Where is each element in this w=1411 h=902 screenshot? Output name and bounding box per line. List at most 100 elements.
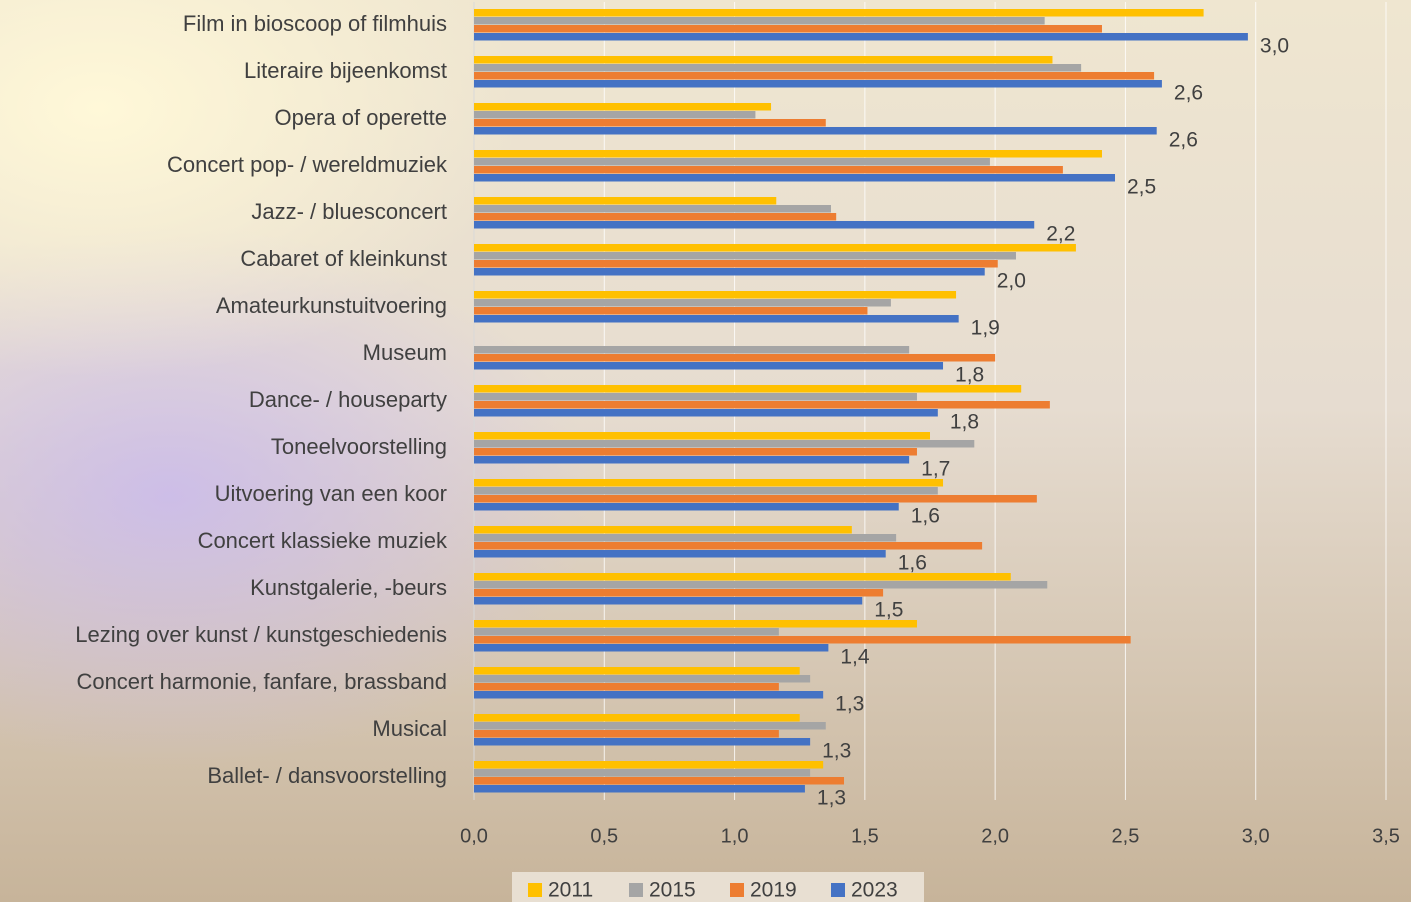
bar <box>474 385 1021 393</box>
legend-swatch <box>730 883 744 897</box>
x-tick-label: 0,0 <box>460 825 488 847</box>
chart: 0,0 0,5 1,0 1,5 2,0 2,5 3,0 3,5 Film in bioscoop… <box>0 0 1411 902</box>
bar <box>474 714 800 722</box>
bar <box>474 174 1115 182</box>
legend-label: 2011 <box>548 879 593 902</box>
bar <box>474 636 1131 644</box>
bar <box>474 683 779 691</box>
legend-label: 2019 <box>750 879 797 902</box>
bar <box>474 158 990 166</box>
bar <box>474 597 862 605</box>
bar <box>474 362 943 370</box>
data-label: 2,2 <box>1046 223 1075 246</box>
bar <box>474 581 1047 589</box>
y-tick-label: Kunstgalerie, -beurs <box>250 575 447 600</box>
bar <box>474 503 899 511</box>
bar <box>474 64 1081 72</box>
bar <box>474 197 776 205</box>
x-tick-label: 3,0 <box>1242 825 1270 847</box>
bar <box>474 628 779 636</box>
bar <box>474 9 1204 17</box>
x-tick-label: 1,0 <box>721 825 749 847</box>
data-label: 2,5 <box>1127 176 1156 199</box>
y-tick-label: Museum <box>363 340 447 365</box>
y-tick-label: Film in bioscoop of filmhuis <box>183 11 447 36</box>
bar <box>474 409 938 417</box>
bar <box>474 448 917 456</box>
bar <box>474 785 805 793</box>
bar <box>474 534 896 542</box>
bar <box>474 479 943 487</box>
data-label: 1,5 <box>874 599 903 622</box>
data-label: 1,3 <box>817 787 846 810</box>
bar <box>474 127 1157 135</box>
data-label: 1,4 <box>840 646 870 669</box>
legend-swatch <box>629 883 643 897</box>
y-tick-label: Ballet- / dansvoorstelling <box>207 763 447 788</box>
data-label: 2,6 <box>1174 82 1203 105</box>
bar <box>474 315 959 323</box>
bar <box>474 620 917 628</box>
bar <box>474 56 1052 64</box>
bar <box>474 691 823 699</box>
bar <box>474 244 1076 252</box>
bar <box>474 166 1063 174</box>
bar <box>474 487 938 495</box>
bar <box>474 260 998 268</box>
bar <box>474 675 810 683</box>
x-tick-label: 1,5 <box>851 825 879 847</box>
y-tick-label: Lezing over kunst / kunstgeschiedenis <box>75 622 447 647</box>
y-tick-label: Literaire bijeenkomst <box>244 58 447 83</box>
bar <box>474 393 917 401</box>
y-tick-label: Musical <box>372 716 447 741</box>
data-label: 1,6 <box>911 505 940 528</box>
y-tick-label: Concert klassieke muziek <box>198 528 448 553</box>
bar <box>474 667 800 675</box>
bar <box>474 738 810 746</box>
y-tick-label: Opera of operette <box>275 105 447 130</box>
bar <box>474 550 886 558</box>
y-tick-label: Toneelvoorstelling <box>271 434 447 459</box>
data-label: 1,3 <box>822 740 851 763</box>
legend-swatch <box>831 883 845 897</box>
bar <box>474 354 995 362</box>
legend-label: 2023 <box>851 879 898 902</box>
data-label: 1,9 <box>971 317 1000 340</box>
bar <box>474 644 828 652</box>
data-label: 1,3 <box>835 693 864 716</box>
legend-label: 2015 <box>649 879 696 902</box>
y-tick-label: Concert harmonie, fanfare, brassband <box>76 669 447 694</box>
bar <box>474 119 826 127</box>
y-tick-label: Uitvoering van een koor <box>215 481 447 506</box>
bar <box>474 456 909 464</box>
bar <box>474 33 1248 41</box>
bar <box>474 432 930 440</box>
x-tick-label: 0,5 <box>590 825 618 847</box>
data-label: 1,8 <box>955 364 984 387</box>
bar <box>474 252 1016 260</box>
bar <box>474 111 755 119</box>
bar <box>474 205 831 213</box>
bar <box>474 526 852 534</box>
y-tick-label: Amateurkunstuitvoering <box>216 293 447 318</box>
bar <box>474 299 891 307</box>
data-label: 2,0 <box>997 270 1026 293</box>
bar <box>474 777 844 785</box>
bar <box>474 221 1034 229</box>
bar <box>474 401 1050 409</box>
data-label: 3,0 <box>1260 35 1289 58</box>
bar <box>474 150 1102 158</box>
bar <box>474 542 982 550</box>
y-tick-label: Jazz- / bluesconcert <box>251 199 447 224</box>
bar <box>474 291 956 299</box>
y-tick-label: Concert pop- / wereldmuziek <box>167 152 448 177</box>
data-label: 1,8 <box>950 411 979 434</box>
bar <box>474 213 836 221</box>
bar <box>474 769 810 777</box>
bar <box>474 440 974 448</box>
x-tick-label: 3,5 <box>1372 825 1400 847</box>
bar <box>474 25 1102 33</box>
bar <box>474 103 771 111</box>
bar <box>474 722 826 730</box>
bar <box>474 730 779 738</box>
